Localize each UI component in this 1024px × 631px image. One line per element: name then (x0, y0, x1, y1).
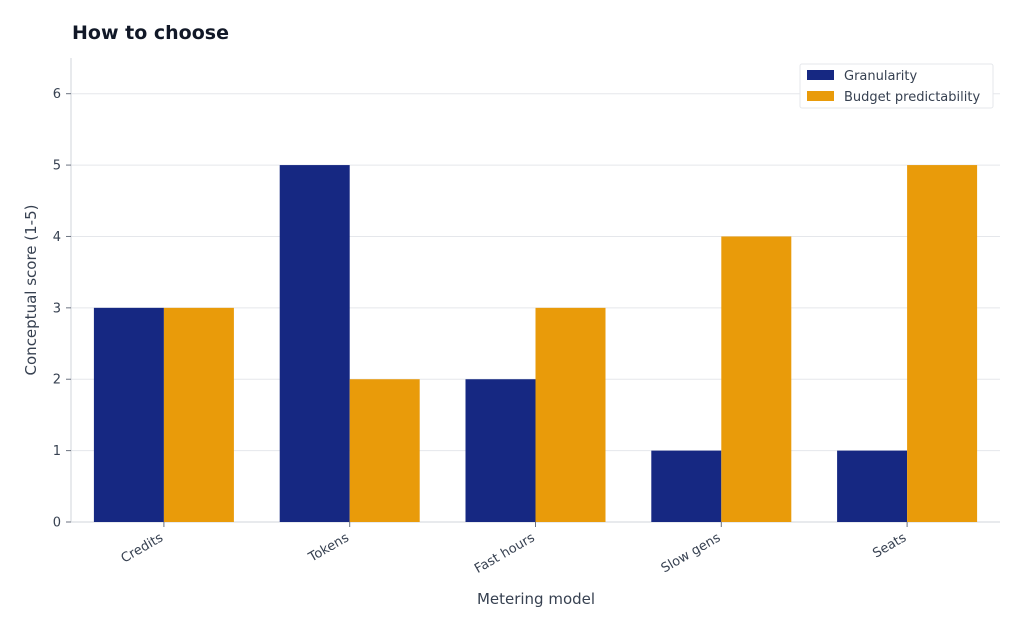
bar-granularity-seats (837, 450, 908, 522)
bar-budget-predictability-fast-hours (535, 307, 606, 522)
bar-budget-predictability-tokens (349, 379, 420, 522)
bar-granularity-fast-hours (465, 379, 536, 522)
legend-label: Budget predictability (844, 90, 980, 105)
bar-budget-predictability-credits (163, 307, 234, 522)
x-tick-label: Tokens (305, 530, 351, 565)
y-tick-label: 0 (53, 516, 61, 531)
bar-granularity-credits (93, 307, 164, 522)
legend-box (799, 63, 994, 109)
y-axis-label: Conceptual score (1-5) (22, 205, 40, 376)
legend-swatch (807, 70, 834, 80)
x-axis-ticks: Credits Tokens Fast hours Slow gens Seats (119, 522, 909, 577)
y-tick-label: 6 (53, 87, 61, 102)
legend-label: Granularity (844, 69, 917, 84)
legend: Granularity Budget predictability (799, 63, 994, 109)
y-tick-label: 3 (53, 301, 61, 316)
bar-granularity-tokens (279, 165, 350, 523)
y-tick-label: 4 (53, 230, 61, 245)
bar-budget-predictability-seats (907, 165, 978, 523)
x-tick-label: Slow gens (659, 530, 724, 576)
bar-granularity-slow-gens (651, 450, 722, 522)
x-tick-label: Seats (870, 530, 909, 561)
x-axis-label: Metering model (477, 590, 595, 608)
bar-budget-predictability-slow-gens (721, 236, 792, 522)
y-tick-label: 1 (53, 444, 61, 459)
y-tick-label: 5 (53, 159, 61, 174)
legend-swatch (807, 91, 834, 101)
bars (93, 165, 978, 523)
chart-title: How to choose (72, 22, 229, 44)
x-tick-label: Credits (119, 530, 166, 566)
y-tick-label: 2 (53, 373, 61, 388)
x-tick-label: Fast hours (472, 530, 538, 577)
y-axis-ticks: 0 1 2 3 4 5 6 (53, 87, 71, 531)
